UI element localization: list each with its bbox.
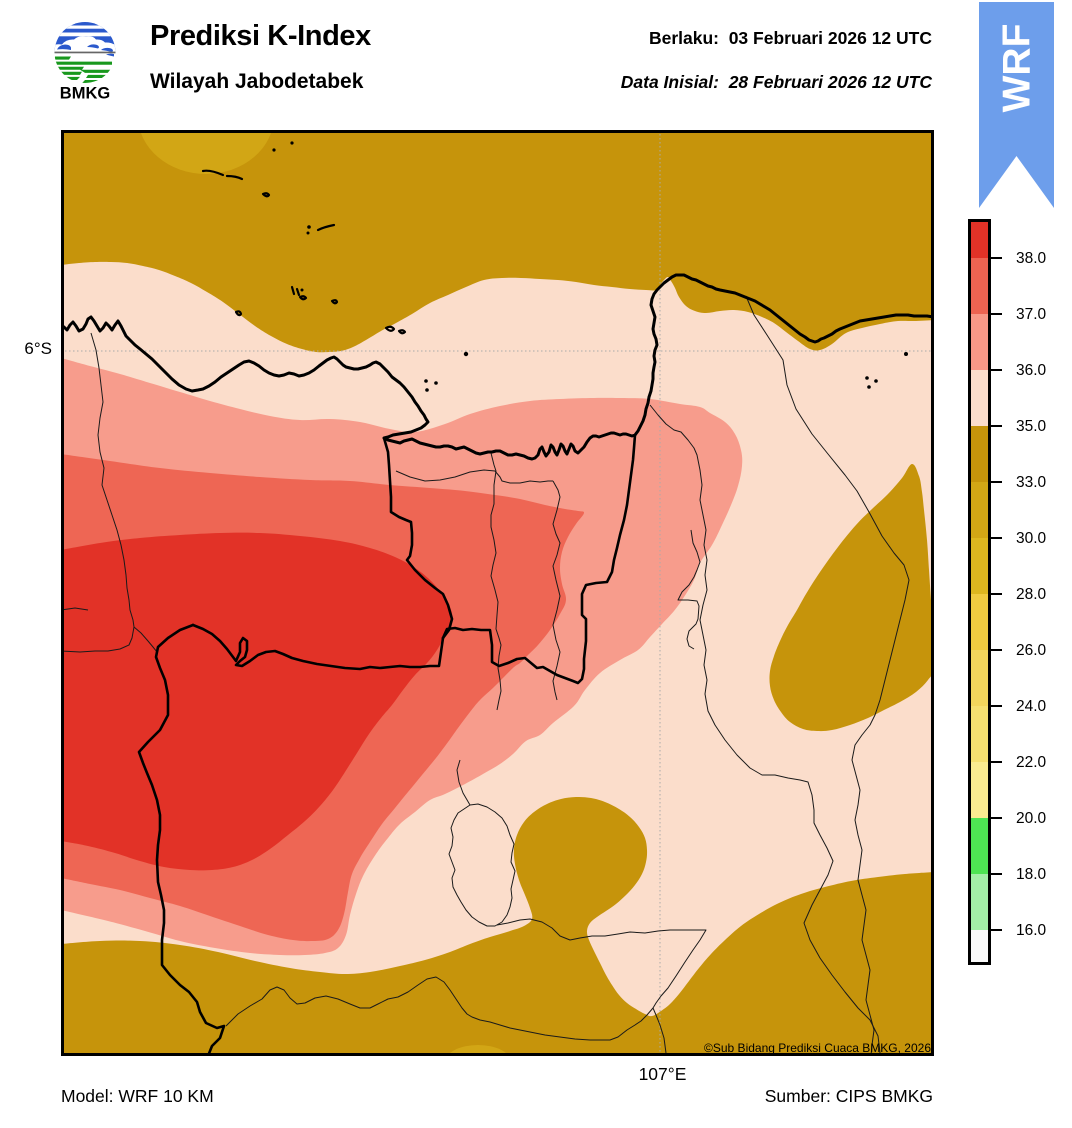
svg-text:33.0: 33.0 xyxy=(1016,474,1047,491)
svg-text:26.0: 26.0 xyxy=(1016,642,1047,659)
svg-text:28.0: 28.0 xyxy=(1016,586,1047,603)
svg-text:22.0: 22.0 xyxy=(1016,754,1047,771)
svg-text:24.0: 24.0 xyxy=(1016,698,1047,715)
svg-text:35.0: 35.0 xyxy=(1016,418,1047,435)
svg-text:20.0: 20.0 xyxy=(1016,810,1047,827)
svg-text:37.0: 37.0 xyxy=(1016,306,1047,323)
svg-text:30.0: 30.0 xyxy=(1016,530,1047,547)
svg-text:36.0: 36.0 xyxy=(1016,362,1047,379)
svg-text:©Sub Bidang Prediksi Cuaca BMK: ©Sub Bidang Prediksi Cuaca BMKG, 2026 xyxy=(704,1041,931,1055)
svg-text:BMKG: BMKG xyxy=(60,85,110,103)
svg-text:WRF: WRF xyxy=(996,24,1039,113)
svg-text:18.0: 18.0 xyxy=(1016,866,1047,883)
svg-text:16.0: 16.0 xyxy=(1016,922,1047,939)
svg-text:38.0: 38.0 xyxy=(1016,250,1047,267)
